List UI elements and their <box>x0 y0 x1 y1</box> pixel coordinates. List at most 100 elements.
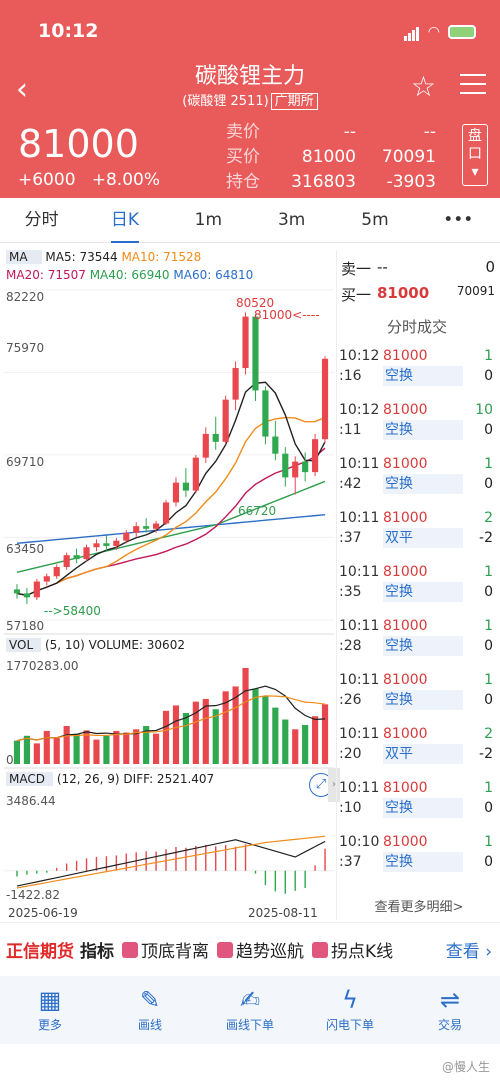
nav-draw-line[interactable]: ✎ 画线 <box>100 976 200 1044</box>
volume-bar <box>123 732 130 764</box>
quote-row-ask: 卖价 -- -- <box>226 122 436 142</box>
see-more-link[interactable]: 查看 › <box>445 942 492 962</box>
candle <box>113 540 120 546</box>
page-title: 碳酸锂主力 <box>194 64 305 89</box>
vol-tag[interactable]: VOL <box>6 638 42 652</box>
ask-row: 卖一 -- 0 <box>341 258 495 278</box>
status-icons: ◠ <box>403 22 476 41</box>
change-value: +6000 <box>18 170 76 190</box>
indicator-divergence[interactable]: 顶底背离 <box>122 937 209 962</box>
favorite-star-icon[interactable]: ☆ <box>410 70 436 103</box>
trade-row: 10:11 81000 1 :42 空换 0 <box>339 456 493 494</box>
trade-row: 10:10 81000 1 :37 空换 0 <box>339 834 493 872</box>
macd-tag[interactable]: MACD <box>6 772 53 786</box>
price-axis-label: 82220 <box>6 290 45 304</box>
high-annotation: 80520 <box>236 296 275 310</box>
bid-row: 买一 81000 70091 <box>341 284 495 304</box>
nav-more[interactable]: ▦ 更多 <box>0 976 100 1044</box>
volume-bar <box>83 730 90 764</box>
trade-row: 10:12 81000 1 :16 空换 0 <box>339 348 493 386</box>
kline-chart[interactable]: MA MA5: 73544 MA10: 71528 MA20: 71507 MA… <box>4 248 340 920</box>
contract-subtitle: (碳酸锂 2511) 广期所 <box>0 90 500 110</box>
orderbook-panel: 卖一 -- 0 买一 81000 70091 分时成交 10:12 81000 1 … <box>336 250 500 920</box>
candle <box>312 439 319 473</box>
more-detail-link[interactable]: 查看更多明细> <box>374 900 464 915</box>
collapse-handle[interactable]: › <box>328 768 340 802</box>
candle <box>232 368 239 400</box>
pankou-button[interactable]: 盘口 ▾ <box>462 124 488 186</box>
candle <box>63 555 70 568</box>
tab-more[interactable]: ••• <box>443 209 474 230</box>
volume-bar <box>73 733 80 764</box>
candle <box>143 526 150 529</box>
trade-row: 10:11 81000 1 :28 空换 0 <box>339 618 493 656</box>
indicator-label: 指标 <box>80 942 114 962</box>
quote-row-oi: 持仓 316803 -3903 <box>226 172 436 192</box>
trend-icon <box>217 941 233 958</box>
candle <box>162 502 170 524</box>
volume-bar <box>252 688 259 764</box>
ma-legend-row2: MA20: 71507 MA40: 66940 MA60: 64810 <box>6 268 253 282</box>
trades-title: 分时成交 <box>386 318 447 336</box>
candle <box>13 589 21 594</box>
volume-bar <box>113 730 120 764</box>
candle <box>302 461 309 473</box>
period-tabs: 分时 日K 1m 3m 5m ••• <box>0 198 500 243</box>
volume-bar <box>93 739 100 764</box>
candle <box>222 399 229 442</box>
volume-bar <box>63 726 70 764</box>
volume-bar <box>172 705 180 764</box>
tab-3m[interactable]: 3m <box>277 209 306 230</box>
vol-max-label: 1770283.00 <box>6 659 79 673</box>
trade-row: 10:11 81000 1 :26 空换 0 <box>339 672 493 710</box>
divergence-icon <box>122 941 138 958</box>
indicator-turning[interactable]: 拐点K线 <box>312 937 393 962</box>
ma60-line <box>16 514 326 544</box>
wifi-icon: ◠ <box>427 23 440 40</box>
nav-lightning-order[interactable]: ϟ 闪电下单 <box>300 976 400 1044</box>
nav-trade[interactable]: ⇌ 交易 <box>400 976 500 1044</box>
end-date-label: 2025-08-11 <box>248 906 318 920</box>
candle <box>23 593 30 598</box>
candle <box>123 532 130 541</box>
candle <box>272 436 279 454</box>
candle <box>33 581 40 598</box>
ma5-line <box>16 381 326 597</box>
draw-order-icon: ✍ <box>239 986 261 1014</box>
volume-bar <box>43 730 50 764</box>
tab-5m[interactable]: 5m <box>361 209 389 230</box>
macd-legend: MACD (12, 26, 9) DIFF: 2521.407 <box>6 772 214 786</box>
nav-draw-order[interactable]: ✍ 画线下单 <box>200 976 300 1044</box>
volume-bar <box>53 737 60 764</box>
ma20-label: MA20: 71507 <box>6 268 86 282</box>
volume-bar <box>182 713 189 764</box>
last-price: 81000 <box>18 122 139 166</box>
tab-1m[interactable]: 1m <box>194 209 223 230</box>
broker-bar: 正信期货 指标 顶底背离 趋势巡航 拐点K线 查看 › <box>0 922 500 976</box>
volume-bar <box>292 729 299 764</box>
candle <box>192 457 199 491</box>
price-axis-label: 57180 <box>6 619 45 633</box>
bottom-nav: ▦ 更多 ✎ 画线 ✍ 画线下单 ϟ 闪电下单 ⇌ 交易 <box>0 976 500 1044</box>
candle <box>212 433 219 442</box>
change-percent: +8.00% <box>91 170 160 190</box>
quote-row-bid: 买价 81000 70091 <box>226 147 436 167</box>
battery-icon <box>448 24 476 39</box>
vol-min-label: 0 <box>6 753 14 767</box>
tab-daily-k[interactable]: 日K <box>83 198 166 243</box>
ma-tag[interactable]: MA <box>6 250 42 264</box>
tab-timeshare[interactable]: 分时 <box>24 209 59 230</box>
header: 10:12 ◠ ‹ 碳酸锂主力 (碳酸锂 2511) 广期所 ☆ 81000 +6… <box>0 0 500 198</box>
ma60-label: MA60: 64810 <box>173 268 254 282</box>
ma40-line <box>16 480 326 573</box>
candle <box>282 453 289 478</box>
back-icon[interactable]: ‹ <box>16 72 28 107</box>
last-price-annotation: 81000<---- <box>254 308 320 322</box>
price-axis-label: 63450 <box>6 542 45 556</box>
volume-ma5-line <box>16 685 326 742</box>
chart-svg <box>4 289 334 894</box>
vol-legend: VOL (5, 10) VOLUME: 30602 <box>6 638 185 652</box>
menu-icon[interactable] <box>460 74 486 101</box>
indicator-trend[interactable]: 趋势巡航 <box>217 937 304 962</box>
broker-name: 正信期货 <box>6 942 74 962</box>
